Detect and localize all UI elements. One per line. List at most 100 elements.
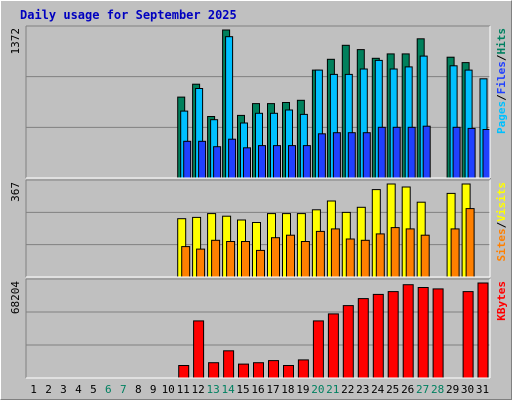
bar-kbytes-day-12: [193, 320, 205, 379]
y-max-label: 68204: [9, 281, 22, 314]
x-tick-label-day-6: 6: [105, 383, 112, 396]
bar-kbytes-day-25: [387, 291, 399, 379]
bar-kbytes-day-27: [417, 287, 429, 379]
legend-entry: Files: [495, 61, 508, 94]
bar-pages-day-22: [347, 132, 356, 179]
x-tick-label-day-16: 16: [251, 383, 264, 396]
bar-sites-day-19: [300, 241, 310, 278]
x-tick-label-day-31: 31: [476, 383, 489, 396]
x-tick-label-day-30: 30: [461, 383, 474, 396]
bar-sites-day-13: [211, 239, 221, 278]
bar-sites-day-17: [271, 237, 280, 278]
bar-kbytes-day-16: [253, 362, 264, 379]
x-tick-label-day-22: 22: [341, 383, 354, 396]
bar-pages-day-25: [392, 126, 401, 179]
bar-kbytes-day-17: [268, 360, 279, 379]
bar-sites-day-15: [241, 241, 250, 278]
bar-sites-day-22: [345, 238, 355, 278]
x-tick-label-day-15: 15: [236, 383, 249, 396]
bar-pages-day-20: [317, 133, 326, 179]
bar-kbytes-day-21: [327, 313, 339, 379]
x-tick-label-day-25: 25: [386, 383, 399, 396]
bar-pages-day-24: [377, 126, 386, 179]
x-tick-label-day-2: 2: [45, 383, 52, 396]
x-tick-label-day-5: 5: [90, 383, 97, 396]
legend-hits-files-pages: Pages/Files/Hits: [495, 28, 508, 134]
bar-sites-day-23: [360, 239, 370, 278]
x-tick-label-day-28: 28: [431, 383, 444, 396]
bar-pages-day-27: [422, 125, 431, 179]
bar-pages-day-16: [258, 145, 266, 179]
legend-entry: /: [495, 94, 508, 101]
bar-kbytes-day-22: [342, 305, 354, 379]
bar-sites-day-12: [196, 248, 206, 278]
bar-sites-day-24: [375, 233, 385, 278]
bar-pages-day-15: [243, 147, 251, 179]
chart-title: Daily usage for September 2025: [20, 8, 237, 22]
bar-kbytes-day-18: [283, 365, 294, 379]
bar-pages-day-29: [452, 126, 461, 179]
x-tick-label-day-7: 7: [120, 383, 127, 396]
bar-sites-day-16: [256, 249, 265, 278]
y-max-label: 1372: [9, 28, 22, 55]
legend-entry: /: [495, 54, 508, 61]
bar-kbytes-day-15: [238, 363, 249, 379]
bar-sites-day-27: [420, 234, 430, 278]
bar-kbytes-day-24: [372, 293, 384, 379]
legend-entry: Visits: [495, 182, 508, 222]
bar-pages-day-31: [482, 129, 491, 179]
legend-entry: Pages: [495, 101, 508, 134]
bar-kbytes-day-30: [462, 291, 474, 379]
bar-pages-day-30: [467, 127, 476, 179]
legend-entry: /: [495, 221, 508, 228]
x-tick-label-day-12: 12: [191, 383, 204, 396]
bar-sites-day-18: [286, 234, 295, 278]
legend-visits-sites: Sites/Visits: [495, 182, 508, 262]
x-tick-label-day-24: 24: [371, 383, 385, 396]
x-tick-label-day-17: 17: [266, 383, 279, 396]
bar-sites-day-11: [181, 246, 191, 278]
bar-kbytes-day-31: [477, 282, 489, 379]
bar-kbytes-day-28: [432, 288, 444, 379]
bar-sites-day-21: [330, 228, 340, 278]
bar-pages-day-12: [198, 140, 207, 179]
x-tick-label-day-26: 26: [401, 383, 414, 396]
x-tick-label-day-29: 29: [446, 383, 459, 396]
bar-kbytes-day-23: [357, 298, 369, 379]
x-tick-label-day-11: 11: [177, 383, 190, 396]
bar-kbytes-day-11: [178, 365, 190, 379]
bar-kbytes-day-13: [208, 362, 220, 379]
bar-pages-day-26: [407, 126, 416, 179]
x-tick-label-day-1: 1: [30, 383, 37, 396]
x-tick-label-day-18: 18: [281, 383, 294, 396]
x-tick-label-day-27: 27: [416, 383, 429, 396]
bar-pages-day-17: [273, 145, 281, 179]
bar-pages-day-19: [302, 145, 311, 179]
bar-kbytes-day-20: [312, 320, 324, 379]
x-tick-label-day-21: 21: [326, 383, 339, 396]
bar-sites-day-26: [405, 228, 415, 278]
bar-pages-day-11: [183, 140, 192, 179]
bar-sites-day-14: [226, 241, 236, 278]
x-tick-label-day-14: 14: [221, 383, 235, 396]
x-tick-label-day-20: 20: [311, 383, 324, 396]
bar-sites-day-25: [390, 227, 400, 278]
bar-sites-day-20: [315, 230, 325, 278]
bar-sites-day-30: [465, 208, 475, 278]
x-tick-label-day-9: 9: [150, 383, 157, 396]
legend-entry: KBytes: [495, 281, 508, 321]
bar-pages-day-14: [228, 138, 237, 179]
bar-pages-day-13: [213, 146, 222, 179]
bar-pages-day-23: [362, 132, 371, 179]
legend-entry: Sites: [495, 228, 508, 261]
x-tick-label-day-13: 13: [206, 383, 219, 396]
x-tick-label-day-10: 10: [162, 383, 175, 396]
bar-kbytes-day-26: [402, 284, 414, 379]
x-tick-label-day-19: 19: [296, 383, 309, 396]
legend-entry: Hits: [495, 28, 508, 55]
x-tick-label-day-8: 8: [135, 383, 142, 396]
bar-kbytes-day-14: [223, 350, 235, 379]
x-tick-label-day-23: 23: [356, 383, 369, 396]
y-max-label: 367: [9, 182, 22, 202]
